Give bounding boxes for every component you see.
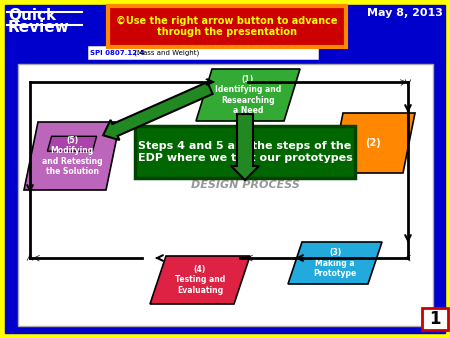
Polygon shape [331, 113, 415, 173]
Text: Quick: Quick [8, 8, 56, 23]
Text: May 8, 2013: May 8, 2013 [367, 8, 443, 18]
Text: SPI 0807.12.4: SPI 0807.12.4 [90, 50, 145, 56]
Text: DESIGN PROCESS: DESIGN PROCESS [190, 180, 299, 190]
FancyBboxPatch shape [5, 5, 445, 60]
Text: Review: Review [8, 20, 70, 35]
FancyBboxPatch shape [18, 64, 433, 326]
Text: ©Use the right arrow button to advance
through the presentation: ©Use the right arrow button to advance t… [116, 16, 338, 37]
FancyBboxPatch shape [135, 126, 355, 178]
Text: (2): (2) [365, 138, 381, 148]
Text: (5)
Modifying
and Retesting
the Solution: (5) Modifying and Retesting the Solution [42, 136, 102, 176]
Text: 1: 1 [429, 310, 441, 328]
Polygon shape [288, 242, 382, 284]
Text: (Mass and Weight): (Mass and Weight) [132, 50, 199, 56]
Text: (4)
Testing and
Evaluating: (4) Testing and Evaluating [175, 265, 225, 295]
FancyBboxPatch shape [88, 46, 318, 59]
Text: Steps 4 and 5 are the steps of the
EDP where we test our prototypes: Steps 4 and 5 are the steps of the EDP w… [138, 141, 352, 163]
Polygon shape [196, 69, 300, 121]
FancyArrow shape [231, 114, 259, 180]
Text: (1)
Identifying and
Researching
a Need: (1) Identifying and Researching a Need [215, 75, 281, 115]
Polygon shape [47, 136, 97, 151]
Polygon shape [150, 256, 250, 304]
Polygon shape [24, 122, 120, 190]
Text: (3)
Making a
Prototype: (3) Making a Prototype [313, 248, 356, 278]
FancyBboxPatch shape [5, 60, 445, 333]
FancyArrow shape [103, 82, 213, 140]
FancyBboxPatch shape [422, 308, 448, 330]
FancyBboxPatch shape [108, 6, 346, 47]
